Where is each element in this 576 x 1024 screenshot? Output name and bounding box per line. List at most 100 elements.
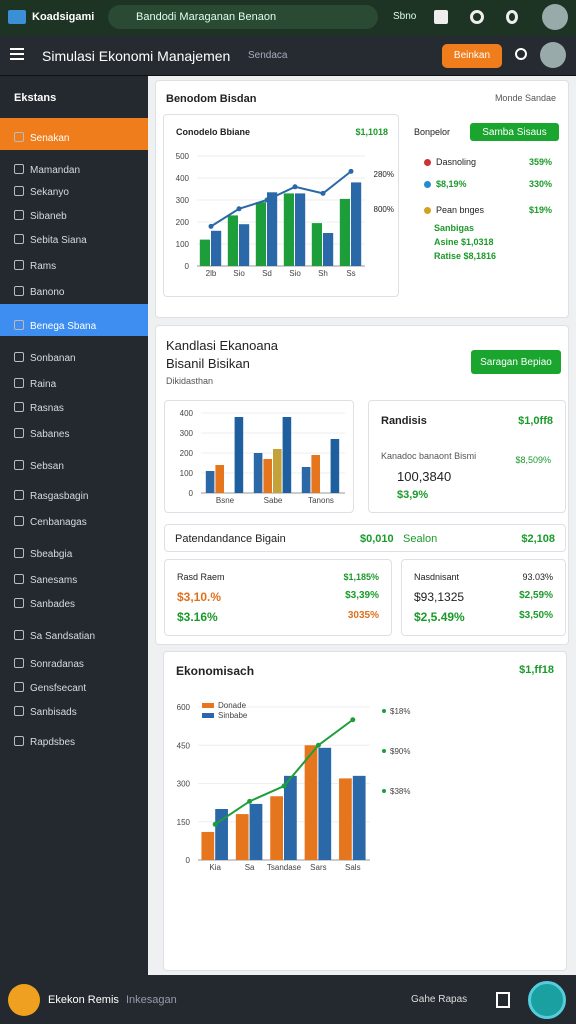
summary-row: Patendandance Bigain $0,010 Sealon $2,10… — [164, 524, 566, 552]
sidebar-item[interactable]: Senakan — [14, 132, 69, 144]
stat-box: Nasdnisant 93.03% $93,1325 $2,59% $2,5.49% $3… — [401, 559, 566, 636]
row-label: Dasnoling — [436, 157, 477, 167]
header: Simulasi Ekonomi Manajemen Sendaca Beink… — [0, 36, 576, 76]
card-title: Kandlasi Ekanoana — [166, 338, 279, 353]
icon[interactable] — [506, 10, 518, 24]
link[interactable]: Monde Sandae — [494, 93, 556, 103]
chart: 0 100 200 300 400 500 2lb Sio Sd Sio Sh Ss — [176, 152, 365, 278]
line — [210, 170, 352, 228]
button[interactable]: Beinkan — [442, 44, 502, 68]
icon[interactable] — [496, 992, 510, 1008]
x-tick-label: Sio — [233, 269, 245, 278]
bar — [239, 224, 250, 266]
sidebar-item[interactable]: Mamandan — [14, 164, 80, 176]
row-value: 359% — [528, 157, 552, 167]
annotation-dot — [382, 789, 386, 793]
bar — [270, 796, 283, 860]
sidebar-item[interactable]: Sibaneb — [14, 210, 67, 222]
box-value: $2,5.49% — [414, 610, 465, 624]
button[interactable]: Samba Sisaus — [470, 123, 559, 141]
row-label: Patendandance Bigain — [175, 533, 286, 545]
card-value: $1,ff18 — [519, 664, 554, 676]
app-name: Koadsigami — [32, 11, 95, 23]
sidebar-item[interactable]: Sebsan — [14, 460, 64, 472]
x-tick-label: Sio — [289, 269, 301, 278]
y-tick-label: 400 — [180, 409, 194, 418]
box-value: $3,10.% — [177, 590, 222, 604]
bar — [351, 182, 362, 266]
sidebar-item[interactable]: Rapdsbes — [14, 736, 75, 748]
sidebar-item[interactable]: Sanbisads — [14, 706, 77, 718]
point — [212, 821, 218, 827]
bar — [255, 202, 266, 266]
row-label: Pean bnges — [436, 205, 485, 215]
sidebar-item[interactable]: Sebita Siana — [14, 234, 87, 246]
point — [236, 206, 242, 212]
y-tick-label: 0 — [189, 489, 194, 498]
sidebar-item[interactable]: Rasgasbagin — [14, 490, 88, 502]
box-value: $3,39% — [345, 590, 379, 601]
icon[interactable] — [470, 10, 484, 24]
x-tick-label: Sa — [245, 863, 255, 872]
box-value: $3,50% — [519, 610, 553, 621]
x-tick-label: Sd — [262, 269, 272, 278]
sidebar-item[interactable]: Gensfsecant — [14, 682, 86, 694]
app-icon — [8, 10, 26, 24]
sidebar-item[interactable]: Sabanes — [14, 428, 69, 440]
box-title: Rasd Raem — [177, 572, 225, 582]
stats-value: $1,0ff8 — [518, 415, 553, 427]
annotation: 280% — [373, 170, 394, 179]
icon[interactable] — [434, 10, 448, 24]
fab[interactable] — [528, 981, 566, 1019]
card-title: Ekonomisach — [176, 664, 255, 678]
sidebar-item[interactable]: Cenbanagas — [14, 516, 87, 528]
sidebar-item[interactable]: Rasnas — [14, 402, 64, 414]
stats-title: Randisis — [381, 415, 427, 427]
sidebar-section: Ekstans — [14, 92, 57, 104]
stat-box: Rasd Raem $1,185% $3,10.% $3,39% $3.16% 3035% — [164, 559, 392, 636]
y-tick-label: 300 — [180, 429, 194, 438]
sidebar-item[interactable]: Raina — [14, 378, 56, 390]
chart-value: $1,1018 — [355, 127, 388, 137]
bar — [323, 233, 334, 266]
y-tick-label: 300 — [176, 196, 190, 205]
sidebar-item[interactable]: Sanesams — [14, 574, 77, 586]
avatar[interactable] — [542, 4, 568, 30]
note: Asine $1,0318 — [434, 237, 494, 247]
menu[interactable]: Sbno — [393, 11, 417, 22]
sidebar-item[interactable]: Sanbades — [14, 598, 75, 610]
legend-swatch — [202, 703, 214, 708]
bar — [284, 775, 297, 860]
chart-title: Conodelo Bbiane — [176, 127, 250, 137]
point — [320, 190, 326, 196]
hamburger[interactable] — [10, 48, 24, 60]
chart: 0 150 300 450 600 Kia Sa Tsandase Sars Sals Donade… — [177, 701, 411, 872]
bar — [339, 778, 352, 860]
annotation-dot — [382, 709, 386, 713]
x-tick-label: Bsne — [216, 496, 235, 505]
sidebar-item[interactable]: Sonradanas — [14, 658, 84, 670]
sidebar-item[interactable]: Sa Sandsatian — [14, 630, 95, 642]
search-box[interactable]: Bandodi Maraganan Benaon — [108, 5, 378, 29]
sidebar-item[interactable]: Rams — [14, 260, 56, 272]
sidebar-item[interactable]: Benega Sbana — [14, 320, 96, 332]
page-title: Simulasi Ekonomi Manajemen — [42, 48, 231, 64]
x-tick-label: Tanons — [308, 496, 334, 505]
legend-label: Sinbabe — [218, 711, 248, 720]
dot — [424, 181, 431, 188]
button[interactable]: Saragan Bepiao — [471, 350, 561, 374]
sidebar-item[interactable]: Sbeabgia — [14, 548, 72, 560]
sidebar-item[interactable]: Banono — [14, 286, 64, 298]
menu[interactable]: Gahe Rapas — [411, 994, 468, 1005]
bar — [352, 775, 366, 860]
sidebar-item[interactable]: Sekanyo — [14, 186, 69, 198]
search-icon[interactable] — [515, 48, 527, 60]
brand-sub: Inkesagan — [126, 994, 177, 1006]
y-tick-label: 200 — [176, 218, 190, 227]
avatar[interactable] — [540, 42, 566, 68]
box-value: $93,1325 — [414, 590, 465, 604]
annotation: $18% — [390, 707, 410, 716]
sidebar-item[interactable]: Sonbanan — [14, 352, 76, 364]
logo — [8, 984, 40, 1016]
